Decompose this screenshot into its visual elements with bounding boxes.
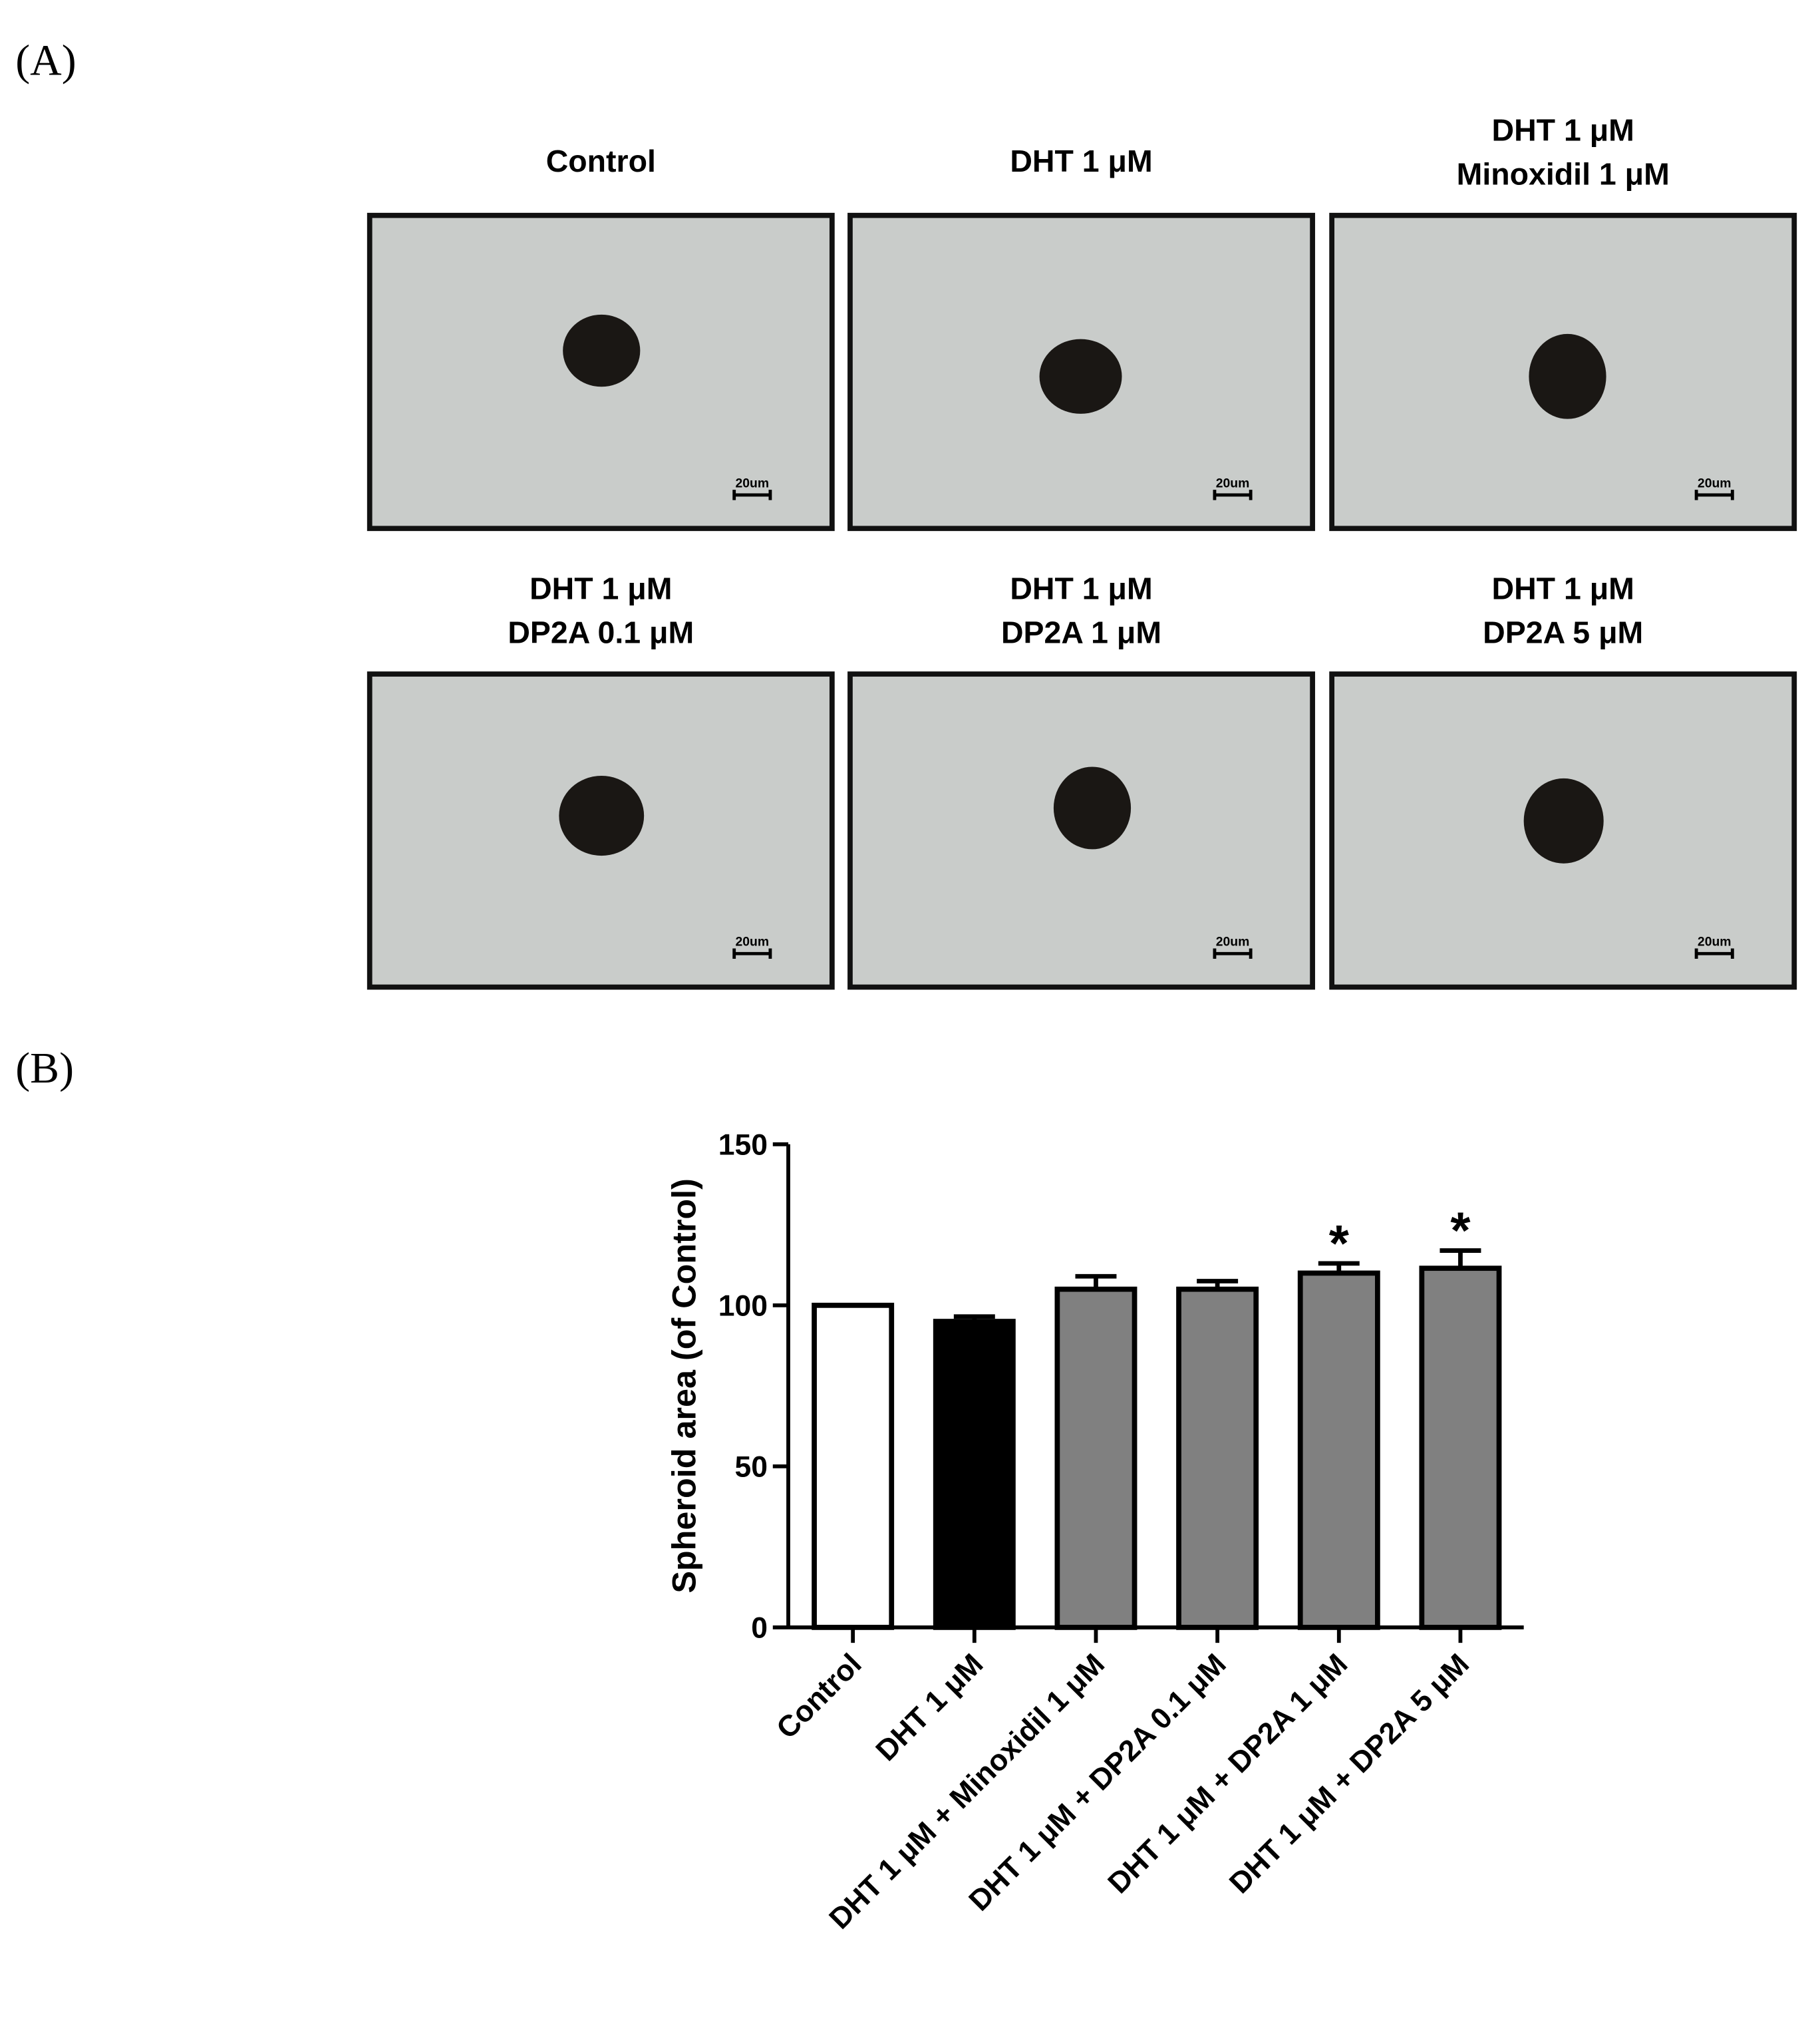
- image-caption: DP2A 0.1 μM: [508, 615, 694, 650]
- scale-bar: [1213, 490, 1253, 500]
- spheroid: [563, 314, 641, 387]
- bar: [1419, 1265, 1502, 1630]
- y-tick-label: 150: [718, 1128, 768, 1161]
- spheroid: [559, 776, 645, 856]
- spheroid: [1523, 778, 1604, 864]
- spheroid: [1529, 333, 1606, 419]
- scale-bar: [1694, 490, 1734, 500]
- scale-bar: [732, 490, 772, 500]
- scale-bar: [1213, 948, 1253, 959]
- x-tick-label: DHT 1 μM + DP2A 0.1 μM: [963, 1647, 1232, 1917]
- spheroid: [1039, 339, 1122, 414]
- bar: [933, 1319, 1016, 1630]
- spheroid: [1053, 766, 1132, 850]
- scale-label: 20um: [1216, 476, 1250, 490]
- scale-label: 20um: [1698, 476, 1732, 490]
- x-tick-label: Control: [770, 1647, 868, 1745]
- bar: [1176, 1286, 1259, 1630]
- scale-label: 20um: [1216, 935, 1250, 949]
- significance-mark: *: [1329, 1215, 1350, 1272]
- image-caption: DHT 1 μM: [1492, 112, 1634, 147]
- image-caption: DHT 1 μM: [1010, 144, 1152, 178]
- y-tick-label: 100: [718, 1289, 768, 1322]
- bar: [812, 1302, 895, 1630]
- error-bar: [1440, 1248, 1481, 1269]
- image-caption: Control: [546, 144, 656, 178]
- image-caption: DHT 1 μM: [1492, 572, 1634, 606]
- y-tick-label: 50: [735, 1450, 768, 1483]
- image-caption: DHT 1 μM: [1010, 572, 1152, 606]
- panel-label: (A): [15, 37, 76, 85]
- image-caption: DHT 1 μM: [530, 572, 672, 606]
- image-caption: DP2A 1 μM: [1001, 615, 1161, 650]
- x-tick-label: DHT 1 μM + DP2A 5 μM: [1223, 1647, 1475, 1900]
- x-tick-label: DHT 1 μM + DP2A 1 μM: [1102, 1647, 1354, 1900]
- bar: [1297, 1270, 1380, 1630]
- image-caption: Minoxidil 1 μM: [1457, 156, 1670, 191]
- image-caption: DP2A 5 μM: [1483, 615, 1643, 650]
- scale-bar: [732, 948, 772, 959]
- x-tick-label: DHT 1 μM: [870, 1647, 990, 1767]
- y-tick-label: 0: [751, 1611, 768, 1644]
- scale-label: 20um: [736, 476, 770, 490]
- scale-bar: [1694, 948, 1734, 959]
- y-axis-label: Spheroid area (of Control): [665, 1178, 703, 1594]
- panel-label: (B): [15, 1044, 74, 1093]
- scale-label: 20um: [736, 935, 770, 949]
- bar: [1054, 1286, 1138, 1630]
- significance-mark: *: [1450, 1202, 1471, 1260]
- scale-label: 20um: [1698, 935, 1732, 949]
